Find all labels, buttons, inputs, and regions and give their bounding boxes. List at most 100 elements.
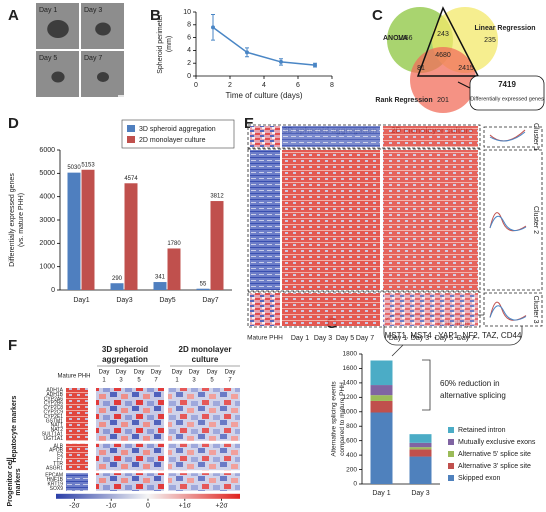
panel-letter: D	[8, 115, 19, 132]
group-label: Hepatocyte markers	[11, 396, 18, 463]
gene-label: EPCAM	[45, 473, 63, 479]
gene-label: SOX9	[50, 486, 64, 492]
group-label: 2D monolayer	[179, 345, 232, 354]
y-axis-label: compared to mature PHH	[339, 382, 346, 456]
cluster-outline	[247, 124, 481, 149]
panel-letter: B	[150, 7, 161, 24]
bar-segment	[409, 447, 432, 450]
bar	[167, 248, 181, 290]
y-tick-label: 4	[187, 47, 191, 54]
venn-count: 243	[437, 31, 449, 38]
x-label: Mature PHH	[247, 335, 283, 342]
callout-pointer	[391, 344, 404, 357]
data-point	[211, 25, 215, 30]
data-label: 1780	[167, 241, 181, 247]
x-label: Day 5	[435, 335, 453, 342]
column-label: 1	[102, 378, 106, 384]
x-tick-label: Day7	[202, 297, 218, 304]
y-tick-label: 0	[187, 73, 191, 80]
cluster-profile	[489, 215, 527, 232]
venn-triangle	[416, 6, 480, 77]
data-point	[279, 59, 283, 64]
heatmap-block	[282, 150, 380, 290]
gene-label: CYP2E1	[44, 414, 63, 420]
spheroid	[51, 71, 65, 83]
venn-set-label: Rank Regression	[375, 97, 432, 104]
y-tick-label: 1600	[343, 365, 358, 372]
x-label: Day 5	[336, 335, 354, 342]
heatmap-block	[250, 293, 280, 326]
column-label: 5	[210, 378, 214, 384]
legend-swatch	[127, 125, 135, 132]
y-axis-label: Alternative splicing events	[331, 381, 338, 457]
x-tick-label: 6	[296, 82, 300, 89]
y-tick-label: 6000	[39, 147, 55, 154]
venn-count: 1166	[397, 35, 412, 42]
y-axis-label: (mm)	[166, 36, 173, 52]
x-tick-label: Day1	[73, 297, 89, 304]
x-tick-label: 8	[330, 82, 334, 89]
bar-segment	[370, 360, 393, 386]
heatmap-block	[383, 150, 478, 290]
y-tick-label: 6	[187, 34, 191, 41]
y-tick-label: 1400	[343, 380, 358, 387]
group-label: aggregation	[102, 355, 148, 364]
bar-segment	[370, 395, 393, 401]
legend-label: Alternative 3' splice site	[458, 463, 531, 470]
bracket	[422, 359, 431, 411]
y-tick-label: 200	[346, 466, 357, 473]
column-label: 3	[119, 378, 123, 384]
spheroid	[97, 72, 109, 82]
x-label: Day 3	[314, 335, 332, 342]
cluster-label: Cluster 2	[532, 206, 539, 234]
data-label: 3812	[210, 194, 224, 200]
column-label: 7	[228, 378, 232, 384]
legend-swatch	[448, 427, 454, 433]
column-label: Day	[116, 370, 127, 376]
venn-set-label: Linear Regression	[474, 25, 535, 32]
heatmap-block	[168, 473, 240, 491]
micrograph-label: Day 1	[39, 7, 57, 14]
y-tick-label: 1000	[343, 408, 358, 415]
legend-label: Retained intron	[458, 427, 506, 434]
bar	[124, 183, 138, 290]
x-tick-label: Day3	[116, 297, 132, 304]
micrograph-label: Day 7	[84, 55, 102, 62]
gene-label: ASGR1	[46, 465, 63, 471]
data-label: 341	[155, 275, 166, 281]
gene-label: CYP2C8	[44, 405, 64, 411]
y-tick-label: 8	[187, 22, 191, 29]
y-tick-label: 600	[346, 437, 357, 444]
bar	[67, 172, 81, 290]
colorbar-label: +2σ	[215, 503, 228, 510]
venn-count: 81	[417, 65, 425, 72]
annotation: MST1, MST4 , YAP1, NF2, TAZ, CD44	[385, 331, 522, 340]
colorbar	[56, 493, 240, 499]
x-tick-label: 4	[262, 82, 266, 89]
panel-letter: A	[8, 7, 19, 24]
column-label: Day	[172, 370, 183, 376]
column-label: Day	[225, 370, 236, 376]
y-tick-label: 1000	[39, 264, 55, 271]
data-label: 290	[112, 276, 123, 282]
heatmap-block	[66, 388, 88, 441]
total-pointer	[457, 81, 471, 89]
x-axis-label: Time of culture (days)	[225, 91, 302, 100]
bar-segment	[409, 449, 432, 457]
gene-label: NAT2	[51, 427, 64, 433]
heatmap-block	[250, 126, 280, 147]
total-label: Differentially expressed genes	[470, 96, 544, 102]
colorbar-label: +1σ	[179, 503, 192, 510]
gene-label: SULT1A1	[42, 432, 64, 438]
x-tick-label: 2	[228, 82, 232, 89]
bar-segment	[409, 434, 432, 443]
gene-label: GSTM1	[46, 418, 63, 424]
bar	[210, 201, 224, 290]
column-label: Day	[134, 370, 145, 376]
colorbar-label: -1σ	[106, 503, 117, 510]
heatmap-block	[66, 443, 88, 471]
heatmap-block	[383, 126, 478, 147]
bar	[196, 288, 210, 290]
bar-segment	[409, 442, 432, 448]
